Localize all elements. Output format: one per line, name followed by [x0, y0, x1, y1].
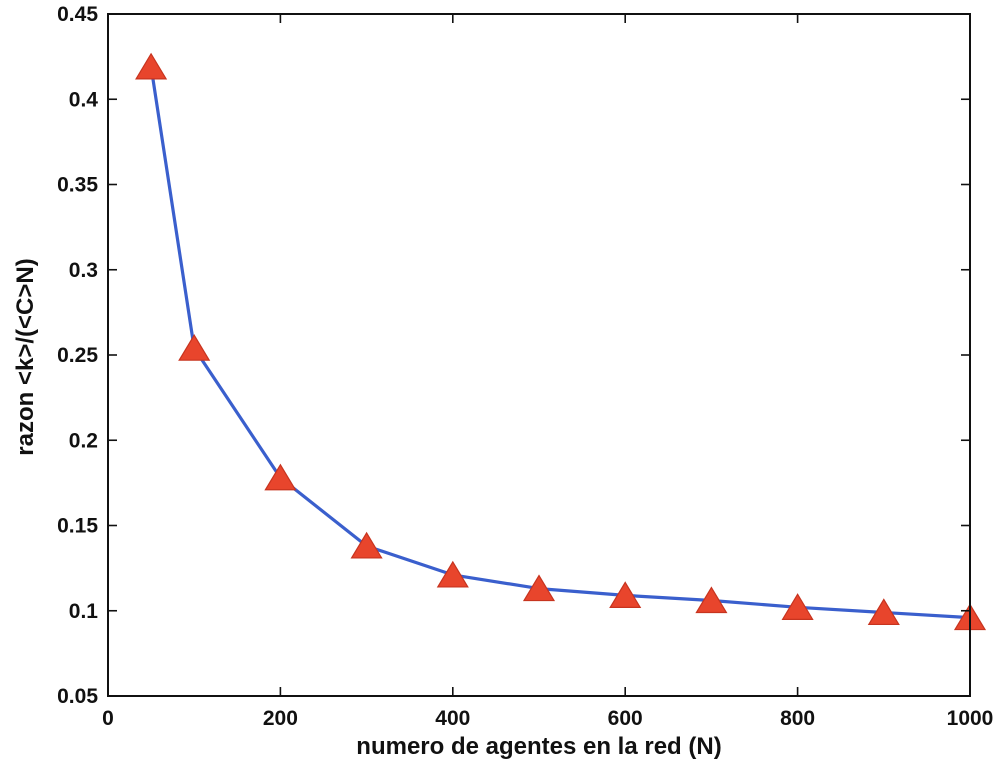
y-tick-label: 0.25: [57, 344, 98, 367]
y-tick-label: 0.1: [69, 600, 99, 623]
data-point-marker: [522, 574, 556, 602]
data-point-marker: [178, 334, 211, 361]
x-tick-label: 200: [263, 707, 298, 730]
axes-layer: 0 200 400 600 800 1000 0.05 0.1 0.15 0.2 0.25 0.3 0.…: [57, 3, 993, 730]
y-tick-label: 0.3: [69, 259, 98, 282]
x-tick-label: 1000: [947, 707, 994, 730]
y-tick-label: 0.15: [57, 515, 98, 538]
data-point-marker: [264, 463, 297, 491]
x-axis-label: numero de agentes en la red (N): [356, 733, 721, 760]
y-tick-label: 0.45: [57, 3, 98, 26]
x-tick-label: 600: [608, 707, 643, 730]
data-point-marker: [609, 581, 642, 609]
series-layer: [135, 52, 987, 631]
y-tick-label: 0.4: [69, 88, 99, 111]
data-point-marker: [695, 586, 728, 614]
x-tick-label: 400: [435, 707, 470, 730]
data-point-marker: [867, 598, 900, 626]
x-tick-label: 800: [780, 707, 815, 730]
y-axis-label: razon <k>/(<C>N): [12, 258, 39, 455]
y-tick-label: 0.05: [57, 685, 98, 708]
y-tick-label: 0.35: [57, 174, 98, 197]
data-point-marker: [350, 531, 383, 559]
y-tick-label: 0.2: [69, 429, 98, 452]
data-point-marker: [135, 52, 168, 80]
x-tick-label: 0: [102, 707, 114, 730]
data-point-marker: [781, 593, 814, 620]
data-point-marker: [436, 560, 469, 588]
